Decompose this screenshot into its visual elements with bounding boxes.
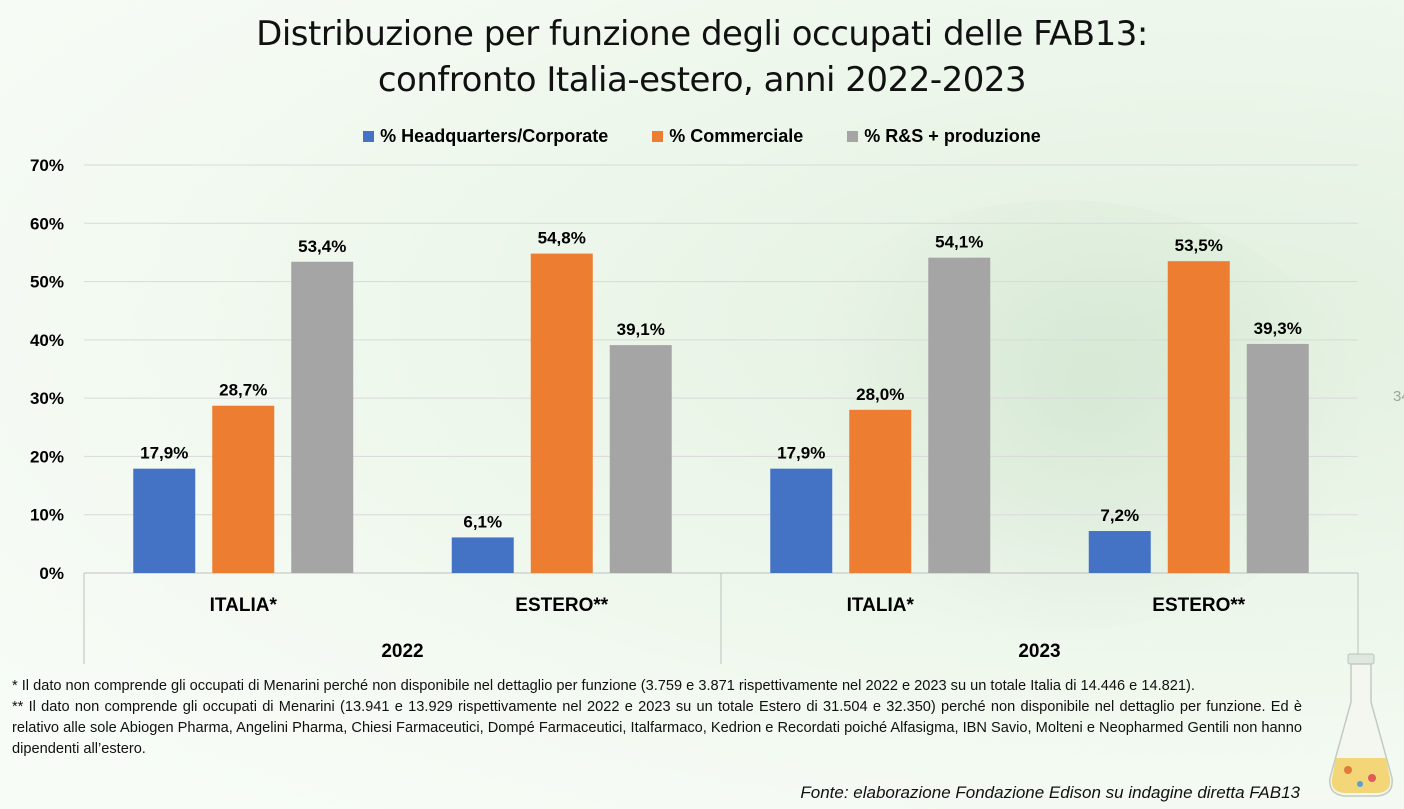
bar (770, 468, 833, 573)
data-label: 28,0% (856, 385, 904, 404)
category-label: ITALIA* (847, 595, 915, 616)
bar (133, 468, 196, 573)
group-label: 2023 (1018, 641, 1060, 662)
bar-chart: 0% 10% 20% 30% 40% 50% 60% 70% 17,9% 28,7% 53,4% IT… (30, 156, 1359, 664)
data-label: 53,5% (1175, 236, 1223, 255)
legend-swatch-commerciale (652, 131, 664, 142)
data-label: 53,4% (298, 237, 346, 256)
flask-logo-icon (1329, 653, 1393, 797)
bar (1246, 343, 1309, 573)
data-label: 39,1% (617, 320, 665, 339)
bar (928, 257, 991, 573)
group-label: 2022 (381, 641, 423, 662)
data-label: 7,2% (1100, 506, 1139, 525)
bar (1167, 261, 1230, 573)
data-label: 54,1% (935, 233, 983, 252)
y-tick-label: 40% (30, 331, 64, 350)
bar (849, 409, 912, 573)
chart-legend: % Headquarters/Corporate % Commerciale %… (0, 126, 1404, 147)
legend-item-commerciale: % Commerciale (652, 126, 803, 147)
source-note: Fonte: elaborazione Fondazione Edison su… (800, 783, 1300, 802)
bar (530, 253, 593, 573)
y-tick-label: 10% (30, 506, 64, 525)
data-label: 28,7% (219, 381, 267, 400)
y-tick-label: 0% (39, 564, 64, 583)
bar (291, 261, 354, 573)
legend-swatch-headquarters (363, 131, 375, 142)
data-label: 17,9% (777, 444, 825, 463)
footnote-1: * Il dato non comprende gli occupati di … (12, 678, 1195, 694)
bar (609, 345, 672, 573)
legend-item-rs-produzione: % R&S + produzione (847, 126, 1041, 147)
chart-title-line-1: Distribuzione per funzione degli occupat… (256, 14, 1148, 54)
category-label: ITALIA* (210, 595, 278, 616)
category-label: ESTERO** (1152, 595, 1246, 616)
y-tick-label: 50% (30, 273, 64, 292)
y-tick-label: 70% (30, 156, 64, 175)
data-label: 39,3% (1254, 319, 1302, 338)
chart-title-line-2: confronto Italia-estero, anni 2022-2023 (377, 60, 1027, 100)
data-label: 17,9% (140, 444, 188, 463)
data-label: 54,8% (538, 229, 586, 248)
bar (451, 537, 514, 573)
y-tick-label: 60% (30, 214, 64, 233)
y-tick-label: 20% (30, 447, 64, 466)
bar (212, 405, 275, 573)
footnotes: * Il dato non comprende gli occupati di … (12, 676, 1302, 760)
y-tick-label: 30% (30, 389, 64, 408)
legend-label-rs-produzione: % R&S + produzione (864, 126, 1041, 146)
legend-swatch-rs-produzione (847, 131, 859, 142)
bar (1088, 531, 1151, 573)
legend-label-headquarters: % Headquarters/Corporate (380, 126, 609, 146)
legend-label-commerciale: % Commerciale (669, 126, 804, 146)
page-number: 34 (1393, 388, 1404, 405)
data-label: 6,1% (463, 512, 502, 531)
footnote-2: ** Il dato non comprende gli occupati di… (12, 699, 1302, 757)
legend-item-headquarters: % Headquarters/Corporate (363, 126, 608, 147)
category-label: ESTERO** (515, 595, 609, 616)
